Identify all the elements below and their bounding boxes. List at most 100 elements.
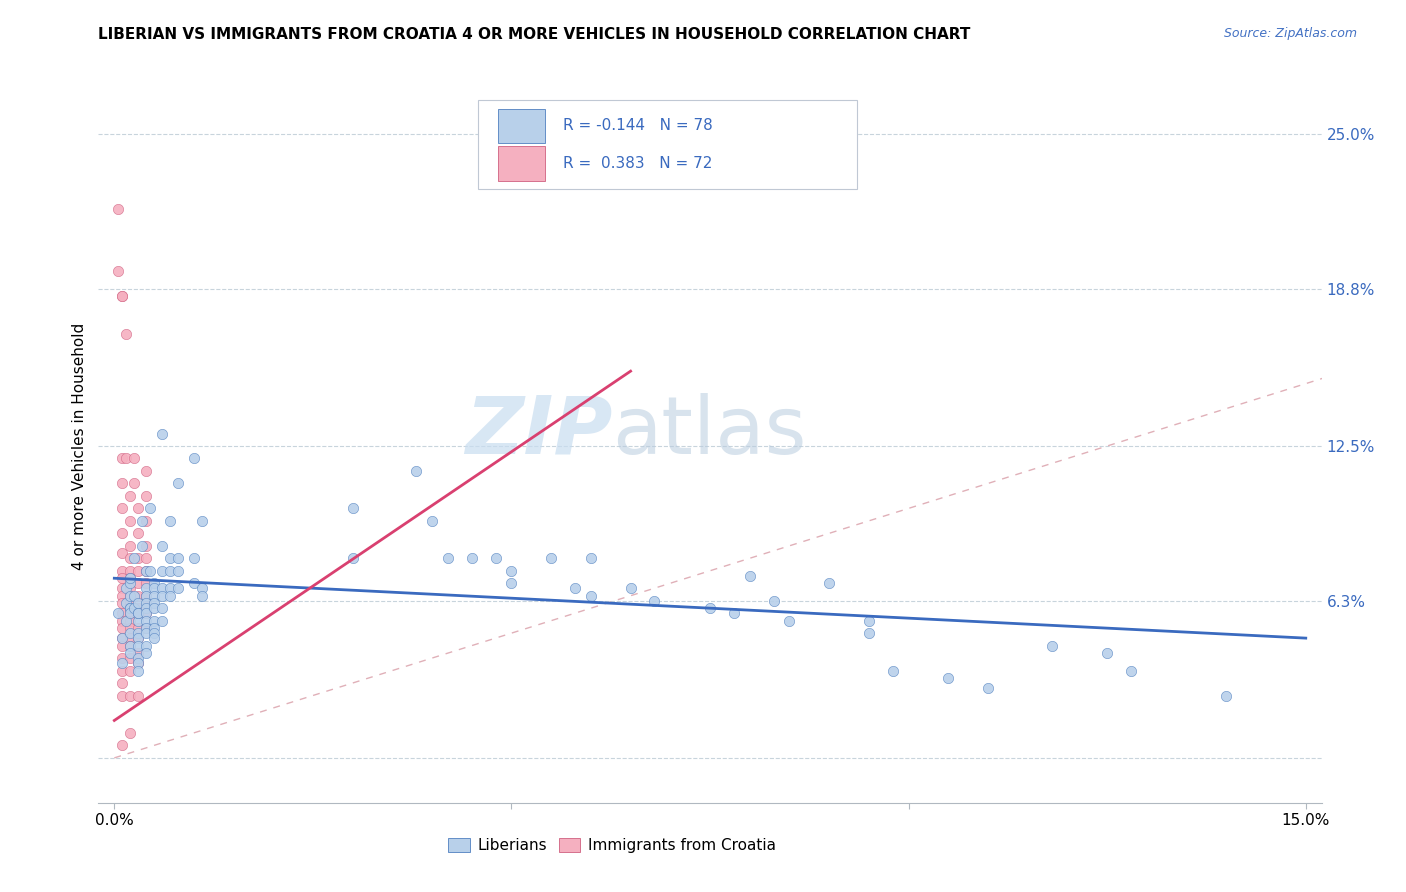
Point: [120, 601, 142, 615]
Point: [159, 589, 181, 603]
Point: [143, 596, 166, 610]
Point: [143, 621, 166, 635]
Point: [150, 426, 173, 441]
Point: [111, 631, 134, 645]
Point: [159, 564, 181, 578]
Point: [818, 576, 841, 591]
Point: [936, 671, 959, 685]
Point: [122, 451, 145, 466]
Point: [738, 568, 761, 582]
Point: [111, 596, 134, 610]
Point: [135, 581, 157, 595]
Y-axis label: 4 or more Vehicles in Household: 4 or more Vehicles in Household: [72, 322, 87, 570]
Point: [111, 739, 134, 753]
Point: [120, 601, 142, 615]
Point: [115, 451, 138, 466]
Point: [143, 626, 166, 640]
Point: [699, 601, 721, 615]
Point: [166, 551, 188, 566]
Point: [858, 614, 880, 628]
Point: [111, 289, 134, 303]
Point: [120, 489, 142, 503]
Point: [135, 639, 157, 653]
Point: [977, 681, 1000, 695]
Point: [127, 656, 149, 670]
Point: [159, 514, 181, 528]
Point: [150, 614, 173, 628]
Point: [115, 614, 138, 628]
Point: [120, 514, 142, 528]
Point: [120, 621, 142, 635]
Point: [127, 651, 149, 665]
FancyBboxPatch shape: [498, 109, 546, 143]
Point: [143, 631, 166, 645]
Point: [1095, 646, 1118, 660]
Point: [107, 202, 129, 216]
Point: [127, 601, 149, 615]
Point: [111, 581, 134, 595]
Point: [127, 646, 149, 660]
Point: [183, 576, 205, 591]
Point: [127, 501, 149, 516]
Point: [115, 326, 138, 341]
Text: ZIP: ZIP: [465, 392, 612, 471]
Point: [111, 476, 134, 491]
Point: [166, 564, 188, 578]
Point: [484, 551, 506, 566]
Point: [564, 581, 586, 595]
Text: Source: ZipAtlas.com: Source: ZipAtlas.com: [1223, 27, 1357, 40]
Point: [437, 551, 460, 566]
Point: [127, 614, 149, 628]
Point: [420, 514, 443, 528]
Point: [127, 631, 149, 645]
Point: [120, 631, 142, 645]
Point: [111, 621, 134, 635]
Point: [342, 551, 364, 566]
Point: [166, 581, 188, 595]
Point: [120, 571, 142, 585]
Point: [115, 596, 138, 610]
Legend: Liberians, Immigrants from Croatia: Liberians, Immigrants from Croatia: [441, 832, 782, 859]
Point: [159, 581, 181, 595]
Point: [190, 589, 212, 603]
Point: [135, 589, 157, 603]
Point: [579, 551, 602, 566]
Point: [643, 593, 665, 607]
Point: [127, 564, 149, 578]
Point: [135, 564, 157, 578]
Point: [127, 626, 149, 640]
Point: [120, 581, 142, 595]
Point: [143, 576, 166, 591]
Point: [579, 589, 602, 603]
Point: [131, 539, 153, 553]
Point: [122, 601, 145, 615]
Point: [143, 614, 166, 628]
Point: [405, 464, 427, 478]
Point: [111, 651, 134, 665]
Point: [139, 501, 162, 516]
Point: [122, 476, 145, 491]
Point: [111, 639, 134, 653]
FancyBboxPatch shape: [478, 100, 856, 189]
Point: [120, 589, 142, 603]
Point: [135, 601, 157, 615]
Point: [111, 571, 134, 585]
Point: [150, 581, 173, 595]
Point: [115, 581, 138, 595]
Text: R = -0.144   N = 78: R = -0.144 N = 78: [564, 118, 713, 133]
Point: [120, 571, 142, 585]
Point: [143, 581, 166, 595]
Point: [127, 639, 149, 653]
Point: [723, 606, 745, 620]
Text: LIBERIAN VS IMMIGRANTS FROM CROATIA 4 OR MORE VEHICLES IN HOUSEHOLD CORRELATION : LIBERIAN VS IMMIGRANTS FROM CROATIA 4 OR…: [98, 27, 970, 42]
Point: [882, 664, 904, 678]
Point: [120, 626, 142, 640]
FancyBboxPatch shape: [498, 146, 546, 180]
Point: [135, 606, 157, 620]
Point: [183, 551, 205, 566]
Point: [461, 551, 484, 566]
Point: [120, 646, 142, 660]
Point: [135, 614, 157, 628]
Text: atlas: atlas: [612, 392, 807, 471]
Point: [120, 664, 142, 678]
